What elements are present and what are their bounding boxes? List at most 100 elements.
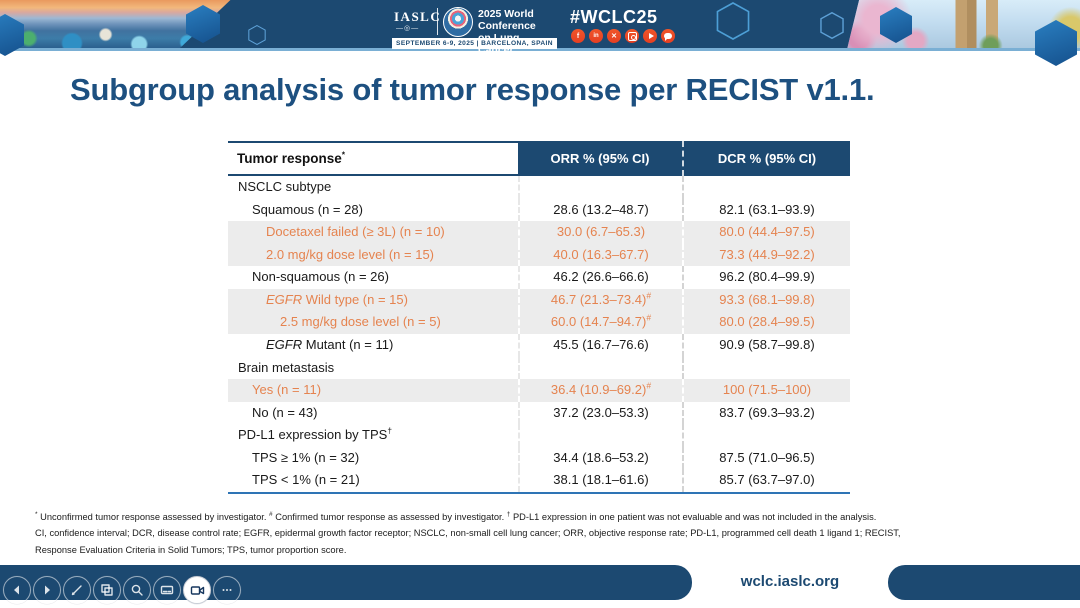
table-cell: EGFR Mutant (n = 11) (266, 336, 394, 352)
table-header-row: Tumor response* ORR % (95% CI) DCR % (95… (228, 141, 850, 176)
table-cell: 60.0 (14.7–94.7)# (518, 311, 682, 334)
tumor-response-table: Tumor response* ORR % (95% CI) DCR % (95… (228, 141, 850, 494)
slide-title: Subgroup analysis of tumor response per … (70, 72, 875, 107)
table-cell: 73.3 (44.9–92.2) (682, 243, 850, 267)
table-cell: PD-L1 expression by TPS† (238, 425, 393, 443)
table-row: 2.5 mg/kg dose level (n = 5) 60.0 (14.7–9… (228, 311, 850, 334)
x-icon[interactable]: ✕ (607, 29, 621, 43)
table-cell: 85.7 (63.7–97.0) (682, 469, 850, 492)
table-cell: 80.0 (44.4–97.5) (682, 221, 850, 244)
table-bottom-rule (228, 491, 850, 494)
table-row: EGFR Wild type (n = 15) 46.7 (21.3–73.4)#… (228, 288, 850, 312)
table-cell (518, 356, 682, 380)
table-cell: TPS ≥ 1% (n = 32) (252, 449, 360, 465)
magnifier-icon (131, 584, 143, 596)
previous-slide-button[interactable] (3, 576, 31, 604)
hexagon-outline-decoration (820, 12, 844, 39)
see-all-slides-button[interactable] (93, 576, 121, 604)
facebook-icon[interactable]: f (571, 29, 585, 43)
table-cell: Yes (n = 11) (252, 382, 322, 398)
table-cell: 40.0 (16.3–67.7) (518, 243, 682, 267)
more-options-button[interactable] (213, 576, 241, 604)
header-accent-line (0, 48, 1080, 51)
slide-canvas[interactable]: Subgroup analysis of tumor response per … (0, 51, 1080, 565)
table-cell: 87.5 (71.0–96.5) (682, 446, 850, 470)
table-cell: 93.3 (68.1–99.8) (682, 288, 850, 312)
table-cell: NSCLC subtype (238, 179, 332, 194)
table-row: Docetaxel failed (≥ 3L) (n = 10) 30.0 (6.… (228, 221, 850, 244)
table-cell: 30.0 (6.7–65.3) (518, 221, 682, 244)
zoom-button[interactable] (123, 576, 151, 604)
slides-grid-icon (101, 584, 113, 596)
table-cell: 38.1 (18.1–61.6) (518, 469, 682, 492)
pen-button[interactable] (63, 576, 91, 604)
table-row: Yes (n = 11) 36.4 (10.9–69.2)# 100 (71.5–1… (228, 379, 850, 402)
table-cell: 96.2 (80.4–99.9) (682, 266, 850, 289)
column-header-tumor-response: Tumor response* (228, 141, 518, 176)
wclc-round-logo-icon (443, 7, 473, 37)
footnote-line3: Response Evaluation Criteria in Solid Tu… (35, 544, 347, 555)
ellipsis-icon (222, 589, 232, 591)
footnote-line2: CI, confidence interval; DCR, disease co… (35, 528, 901, 539)
table-cell: Docetaxel failed (≥ 3L) (n = 10) (266, 224, 445, 240)
table-cell: 45.5 (16.7–76.6) (518, 333, 682, 357)
table-cell (682, 424, 850, 447)
table-cell: 2.0 mg/kg dose level (n = 15) (266, 246, 435, 262)
previous-icon (14, 585, 19, 595)
next-slide-button[interactable] (33, 576, 61, 604)
table-row: TPS ≥ 1% (n = 32) 34.4 (18.6–53.2) 87.5 (7… (228, 446, 850, 470)
table-cell: 100 (71.5–100) (682, 379, 850, 402)
iaslc-emblem-icon: —◎— (396, 25, 420, 32)
table-group-row: Brain metastasis (228, 356, 850, 380)
table-cell: No (n = 43) (252, 404, 318, 420)
table-cell: EGFR Wild type (n = 15) (266, 291, 408, 307)
iaslc-logo-block: IASLC —◎— 2025 World Conference on Lung … (392, 5, 557, 56)
table-row: EGFR Mutant (n = 11) 45.5 (16.7–76.6) 90.9… (228, 333, 850, 357)
youtube-glyph (648, 33, 654, 39)
logo-divider (437, 8, 438, 35)
table-cell: 80.0 (28.4–99.5) (682, 311, 850, 334)
table-cell: 46.2 (26.6–66.6) (518, 266, 682, 289)
footnote-line1: * Unconfirmed tumor response assessed by… (35, 510, 877, 522)
table-row: TPS < 1% (n = 21) 38.1 (18.1–61.6) 85.7 (6… (228, 469, 850, 492)
subtitles-button[interactable] (153, 576, 181, 604)
table-row: Non-squamous (n = 26) 46.2 (26.6–66.6) 96.… (228, 266, 850, 289)
linkedin-icon[interactable]: in (589, 29, 603, 43)
camera-button[interactable] (183, 576, 211, 604)
table-cell: 34.4 (18.6–53.2) (518, 446, 682, 470)
instagram-icon[interactable] (625, 29, 639, 43)
table-row: No (n = 43) 37.2 (23.0–53.3) 83.7 (69.3–93… (228, 401, 850, 425)
table-cell (682, 356, 850, 380)
hexagon-outline-decoration (248, 25, 266, 45)
table-cell: 82.1 (63.1–93.9) (682, 198, 850, 222)
pen-icon (71, 585, 82, 596)
table-row: 2.0 mg/kg dose level (n = 15) 40.0 (16.3–… (228, 243, 850, 267)
column-header-dcr: DCR % (95% CI) (682, 141, 850, 176)
table-cell (518, 176, 682, 199)
hexagon-decoration (186, 5, 220, 43)
table-group-row: PD-L1 expression by TPS† (228, 424, 850, 447)
hashtag-label: #WCLC25 (570, 7, 658, 27)
conference-url: wclc.iaslc.org (740, 573, 840, 590)
subtitles-icon (160, 585, 174, 595)
table-cell (518, 424, 682, 447)
table-cell: 28.6 (13.2–48.7) (518, 198, 682, 222)
next-icon (45, 585, 50, 595)
chat-icon[interactable] (661, 29, 675, 43)
youtube-icon[interactable] (643, 29, 657, 43)
social-icons-row: f in ✕ (571, 29, 675, 43)
table-cell: Brain metastasis (238, 359, 335, 375)
table-group-row: NSCLC subtype (228, 176, 850, 199)
table-cell: 37.2 (23.0–53.3) (518, 401, 682, 425)
table-cell: TPS < 1% (n = 21) (252, 472, 360, 488)
table-body: NSCLC subtype Squamous (n = 28) 28.6 (13.2… (228, 176, 850, 492)
table-cell: 2.5 mg/kg dose level (n = 5) (280, 314, 441, 330)
table-cell: Non-squamous (n = 26) (252, 269, 389, 285)
camera-icon (190, 585, 204, 595)
table-cell: Squamous (n = 28) (252, 201, 363, 217)
table-cell: 83.7 (69.3–93.2) (682, 401, 850, 425)
table-cell: 90.9 (58.7–99.8) (682, 333, 850, 357)
table-cell: 36.4 (10.9–69.2)# (518, 379, 682, 402)
chat-glyph (664, 33, 672, 41)
